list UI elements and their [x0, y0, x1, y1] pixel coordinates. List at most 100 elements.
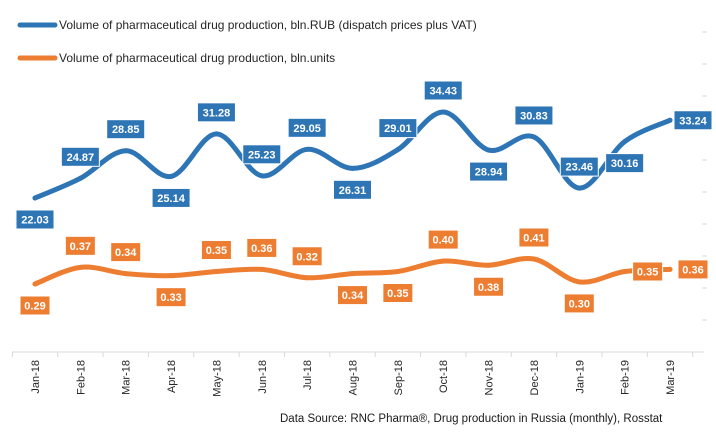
data-label-text: 23.46 — [566, 162, 594, 174]
x-tick-label: Jun-18 — [257, 360, 269, 394]
data-label-box — [559, 156, 599, 177]
data-label-text: 0.35 — [387, 288, 408, 300]
data-point — [168, 273, 174, 279]
data-point — [304, 275, 310, 281]
data-label-text: 24.87 — [67, 152, 95, 164]
data-point — [667, 266, 673, 272]
data-point — [213, 269, 219, 274]
data-point — [440, 258, 446, 264]
series-layer — [32, 109, 673, 287]
data-label: 0.36 — [246, 237, 278, 258]
data-label: 30.83 — [514, 105, 554, 126]
data-label-text: 0.40 — [433, 235, 454, 247]
data-label: 24.87 — [60, 146, 100, 167]
data-point — [259, 173, 265, 179]
data-point — [531, 134, 537, 140]
data-label-box — [151, 187, 191, 208]
data-label-box — [287, 117, 327, 138]
x-tick-label: Jan-18 — [30, 360, 42, 394]
data-label-box — [337, 285, 368, 306]
x-tick-label: Jul-18 — [302, 360, 314, 390]
x-axis-labels: Jan-18 Feb-18 Mar-18 Apr-18 May-18 Jun-18 Jul-… — [30, 360, 677, 397]
data-label-text: 22.03 — [21, 215, 49, 227]
data-label-box — [200, 240, 232, 260]
data-point — [350, 271, 355, 277]
data-point — [667, 117, 673, 123]
data-label-text: 30.16 — [611, 158, 639, 170]
data-label: 0.29 — [19, 295, 51, 316]
data-label-box — [518, 227, 550, 248]
data-label-box — [514, 105, 554, 126]
data-label-box — [378, 118, 418, 139]
data-point — [622, 139, 628, 145]
data-label-text: 33.24 — [679, 115, 707, 127]
data-point — [395, 147, 401, 153]
x-tick-label: Feb-19 — [620, 360, 632, 395]
x-tick-label: Mar-18 — [121, 360, 133, 395]
data-label: 0.34 — [337, 285, 368, 306]
legend-item-rub: Volume of pharmaceutical drug production… — [17, 18, 477, 32]
data-label-box — [673, 110, 713, 131]
data-point — [213, 131, 219, 137]
data-label: 29.05 — [287, 117, 327, 138]
data-label-box — [333, 179, 372, 200]
data-label-box — [427, 229, 459, 250]
data-label-box — [291, 246, 323, 267]
data-label: 25.23 — [242, 144, 282, 165]
data-label-box — [382, 283, 414, 303]
source-note: Data Source: RNC Pharma®, Drug productio… — [280, 413, 663, 425]
data-label-box — [110, 242, 142, 263]
data-point — [486, 262, 492, 268]
data-point — [486, 147, 492, 153]
data-label-box — [563, 293, 595, 314]
data-label: 25.14 — [151, 187, 191, 208]
data-label-text: 0.32 — [296, 251, 317, 263]
legend-item-units: Volume of pharmaceutical drug production… — [17, 51, 335, 65]
data-label-text: 29.01 — [384, 123, 412, 135]
x-tick-label: Mar-19 — [665, 360, 677, 395]
data-label-text: 0.33 — [160, 292, 181, 304]
data-label-text: 30.83 — [520, 110, 548, 122]
data-point — [77, 175, 83, 181]
data-label-text: 0.30 — [569, 298, 590, 310]
data-label-box — [15, 209, 55, 230]
x-axis-ticks — [11, 352, 694, 357]
data-label-box — [605, 153, 645, 174]
data-label-text: 0.37 — [70, 241, 91, 253]
data-label-box — [246, 237, 278, 258]
data-label: 0.35 — [200, 240, 232, 260]
data-label-text: 0.34 — [342, 290, 364, 302]
data-label-box — [64, 235, 96, 256]
data-labels: 22.03 24.87 28.85 25.14 31.28 25.23 29.05 26.31… — [15, 80, 713, 316]
x-tick-label: May-18 — [211, 360, 223, 397]
data-label-text: 0.36 — [251, 243, 272, 255]
data-label-text: 0.41 — [523, 233, 544, 245]
data-label: 0.30 — [563, 293, 595, 314]
data-label-text: 0.35 — [637, 267, 658, 279]
data-label: 0.32 — [291, 246, 323, 267]
data-label: 34.43 — [423, 80, 463, 101]
data-label: 0.38 — [473, 276, 505, 297]
data-label-box — [469, 161, 509, 182]
data-label: 0.35 — [632, 261, 664, 282]
data-label: 0.37 — [64, 235, 96, 256]
data-label-text: 31.28 — [203, 107, 231, 119]
data-point — [123, 271, 129, 277]
data-label-text: 0.29 — [24, 301, 45, 313]
x-tick-label: Dec-18 — [529, 360, 541, 395]
data-label: 22.03 — [15, 209, 55, 230]
legend-label-rub: Volume of pharmaceutical drug production… — [59, 18, 477, 32]
data-label-text: 26.31 — [339, 185, 367, 197]
x-tick-label: Jan-19 — [574, 360, 586, 394]
data-point — [576, 279, 582, 285]
x-tick-label: Sep-18 — [393, 360, 405, 395]
data-label-box — [19, 295, 51, 316]
data-point — [32, 281, 38, 287]
data-label: 31.28 — [196, 102, 236, 123]
data-label: 0.33 — [155, 287, 187, 308]
data-label-box — [423, 80, 463, 101]
data-label-box — [60, 146, 100, 167]
data-point — [350, 165, 355, 171]
data-label-text: 0.36 — [682, 264, 703, 276]
data-label: 0.40 — [427, 229, 459, 250]
